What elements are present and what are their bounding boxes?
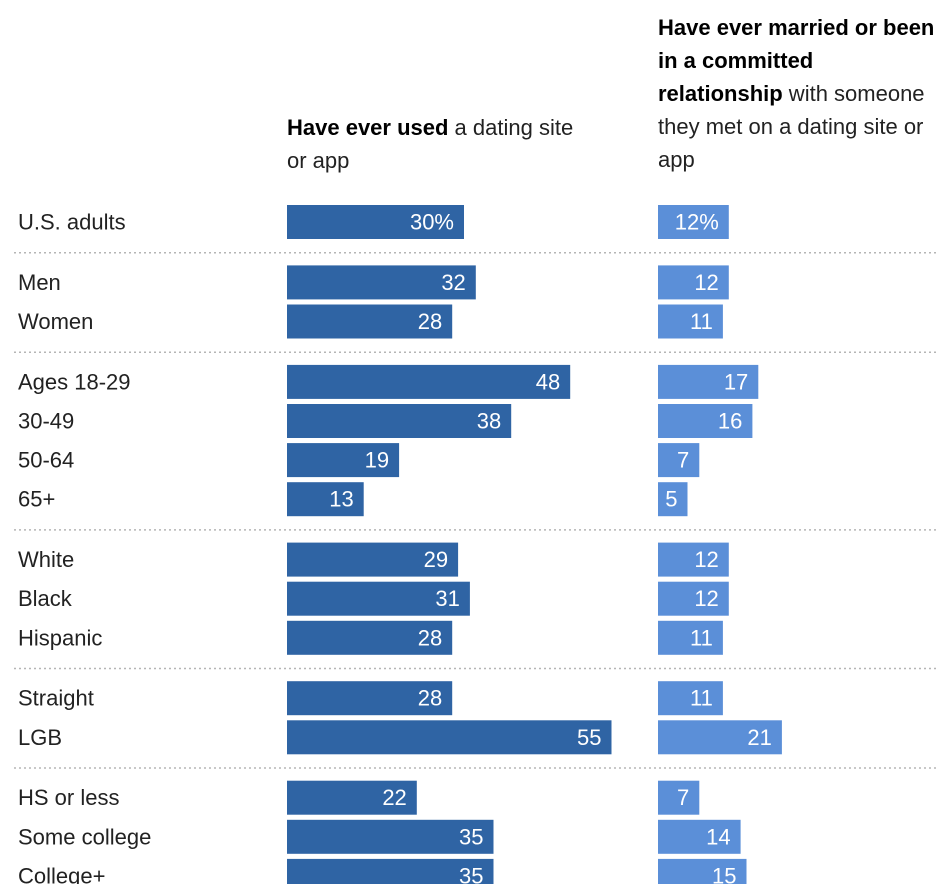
row-label: Women bbox=[18, 309, 93, 334]
bar-ever-used bbox=[287, 819, 494, 854]
value-label-relationship: 7 bbox=[677, 785, 689, 810]
value-label-ever-used: 22 bbox=[382, 785, 406, 810]
value-label-ever-used: 48 bbox=[536, 369, 560, 394]
row-label: HS or less bbox=[18, 785, 119, 810]
value-label-relationship: 11 bbox=[690, 686, 713, 711]
bar-ever-used bbox=[287, 681, 453, 716]
row-label: U.S. adults bbox=[18, 210, 126, 235]
value-label-relationship: 12 bbox=[694, 586, 718, 611]
bar-relationship bbox=[658, 364, 759, 399]
row-label: 30-49 bbox=[18, 409, 74, 434]
bar-ever-used bbox=[287, 720, 612, 755]
value-label-relationship: 21 bbox=[747, 725, 771, 750]
value-label-ever-used: 29 bbox=[424, 547, 448, 572]
bar-relationship bbox=[658, 620, 723, 655]
row-label: LGB bbox=[18, 725, 62, 750]
bar-ever-used bbox=[287, 205, 464, 239]
row-label: Straight bbox=[18, 686, 94, 711]
row-label: 50-64 bbox=[18, 448, 74, 473]
bar-ever-used bbox=[287, 404, 512, 438]
value-label-ever-used: 28 bbox=[418, 686, 442, 711]
value-label-relationship: 5 bbox=[665, 487, 677, 512]
column-header-relationship-bold: Have ever married or been in a committed… bbox=[658, 15, 935, 106]
value-label-relationship: 12 bbox=[694, 270, 718, 295]
value-label-ever-used: 38 bbox=[477, 409, 501, 434]
value-label-ever-used: 30% bbox=[410, 210, 454, 235]
column-header-ever-used-rest: a dating site or app bbox=[287, 115, 574, 173]
value-label-relationship: 11 bbox=[690, 625, 713, 650]
value-label-ever-used: 28 bbox=[418, 625, 442, 650]
row-label: White bbox=[18, 547, 74, 572]
bar-relationship bbox=[658, 482, 688, 517]
value-label-relationship: 12% bbox=[675, 210, 719, 235]
value-label-ever-used: 32 bbox=[441, 270, 465, 295]
value-label-ever-used: 19 bbox=[365, 448, 389, 473]
bar-ever-used bbox=[287, 581, 470, 616]
column-header-ever-used-bold: Have ever used bbox=[287, 115, 449, 140]
bar-relationship bbox=[658, 205, 729, 239]
bar-relationship bbox=[658, 780, 700, 815]
value-label-ever-used: 55 bbox=[577, 725, 601, 750]
bar-relationship bbox=[658, 404, 753, 438]
value-label-ever-used: 31 bbox=[435, 586, 459, 611]
row-label: College+ bbox=[18, 863, 105, 884]
value-label-ever-used: 35 bbox=[459, 824, 483, 849]
bar-ever-used bbox=[287, 443, 400, 478]
bar-ever-used bbox=[287, 482, 364, 517]
bar-relationship bbox=[658, 542, 729, 577]
bar-relationship bbox=[658, 858, 747, 884]
column-header-relationship-rest: with someone they met on a dating site o… bbox=[658, 81, 925, 172]
row-label: Ages 18-29 bbox=[18, 369, 131, 394]
row-label: Men bbox=[18, 270, 61, 295]
value-label-ever-used: 28 bbox=[418, 309, 442, 334]
value-label-relationship: 17 bbox=[724, 369, 748, 394]
value-label-ever-used: 35 bbox=[459, 863, 483, 884]
row-label: Hispanic bbox=[18, 625, 102, 650]
bar-ever-used bbox=[287, 304, 453, 339]
bar-ever-used bbox=[287, 620, 453, 655]
value-label-relationship: 15 bbox=[712, 863, 736, 884]
column-header-relationship: Have ever married or been in a committed… bbox=[658, 11, 939, 176]
row-label: Some college bbox=[18, 824, 151, 849]
value-label-relationship: 14 bbox=[706, 824, 730, 849]
bar-relationship bbox=[658, 443, 700, 478]
row-label: Black bbox=[18, 586, 73, 611]
value-label-relationship: 16 bbox=[718, 409, 742, 434]
value-label-relationship: 7 bbox=[677, 448, 689, 473]
value-label-relationship: 12 bbox=[694, 547, 718, 572]
bar-relationship bbox=[658, 581, 729, 616]
value-label-relationship: 11 bbox=[690, 309, 713, 334]
bar-ever-used bbox=[287, 542, 459, 577]
bar-relationship bbox=[658, 304, 723, 339]
bar-relationship bbox=[658, 265, 729, 300]
column-header-ever-used: Have ever used a dating site or app bbox=[287, 111, 587, 177]
bar-ever-used bbox=[287, 780, 417, 815]
bar-relationship bbox=[658, 720, 782, 755]
value-label-ever-used: 13 bbox=[329, 487, 353, 512]
bar-ever-used bbox=[287, 364, 571, 399]
bar-relationship bbox=[658, 681, 723, 716]
bar-relationship bbox=[658, 819, 741, 854]
bar-ever-used bbox=[287, 265, 476, 300]
bar-ever-used bbox=[287, 858, 494, 884]
row-label: 65+ bbox=[18, 487, 55, 512]
